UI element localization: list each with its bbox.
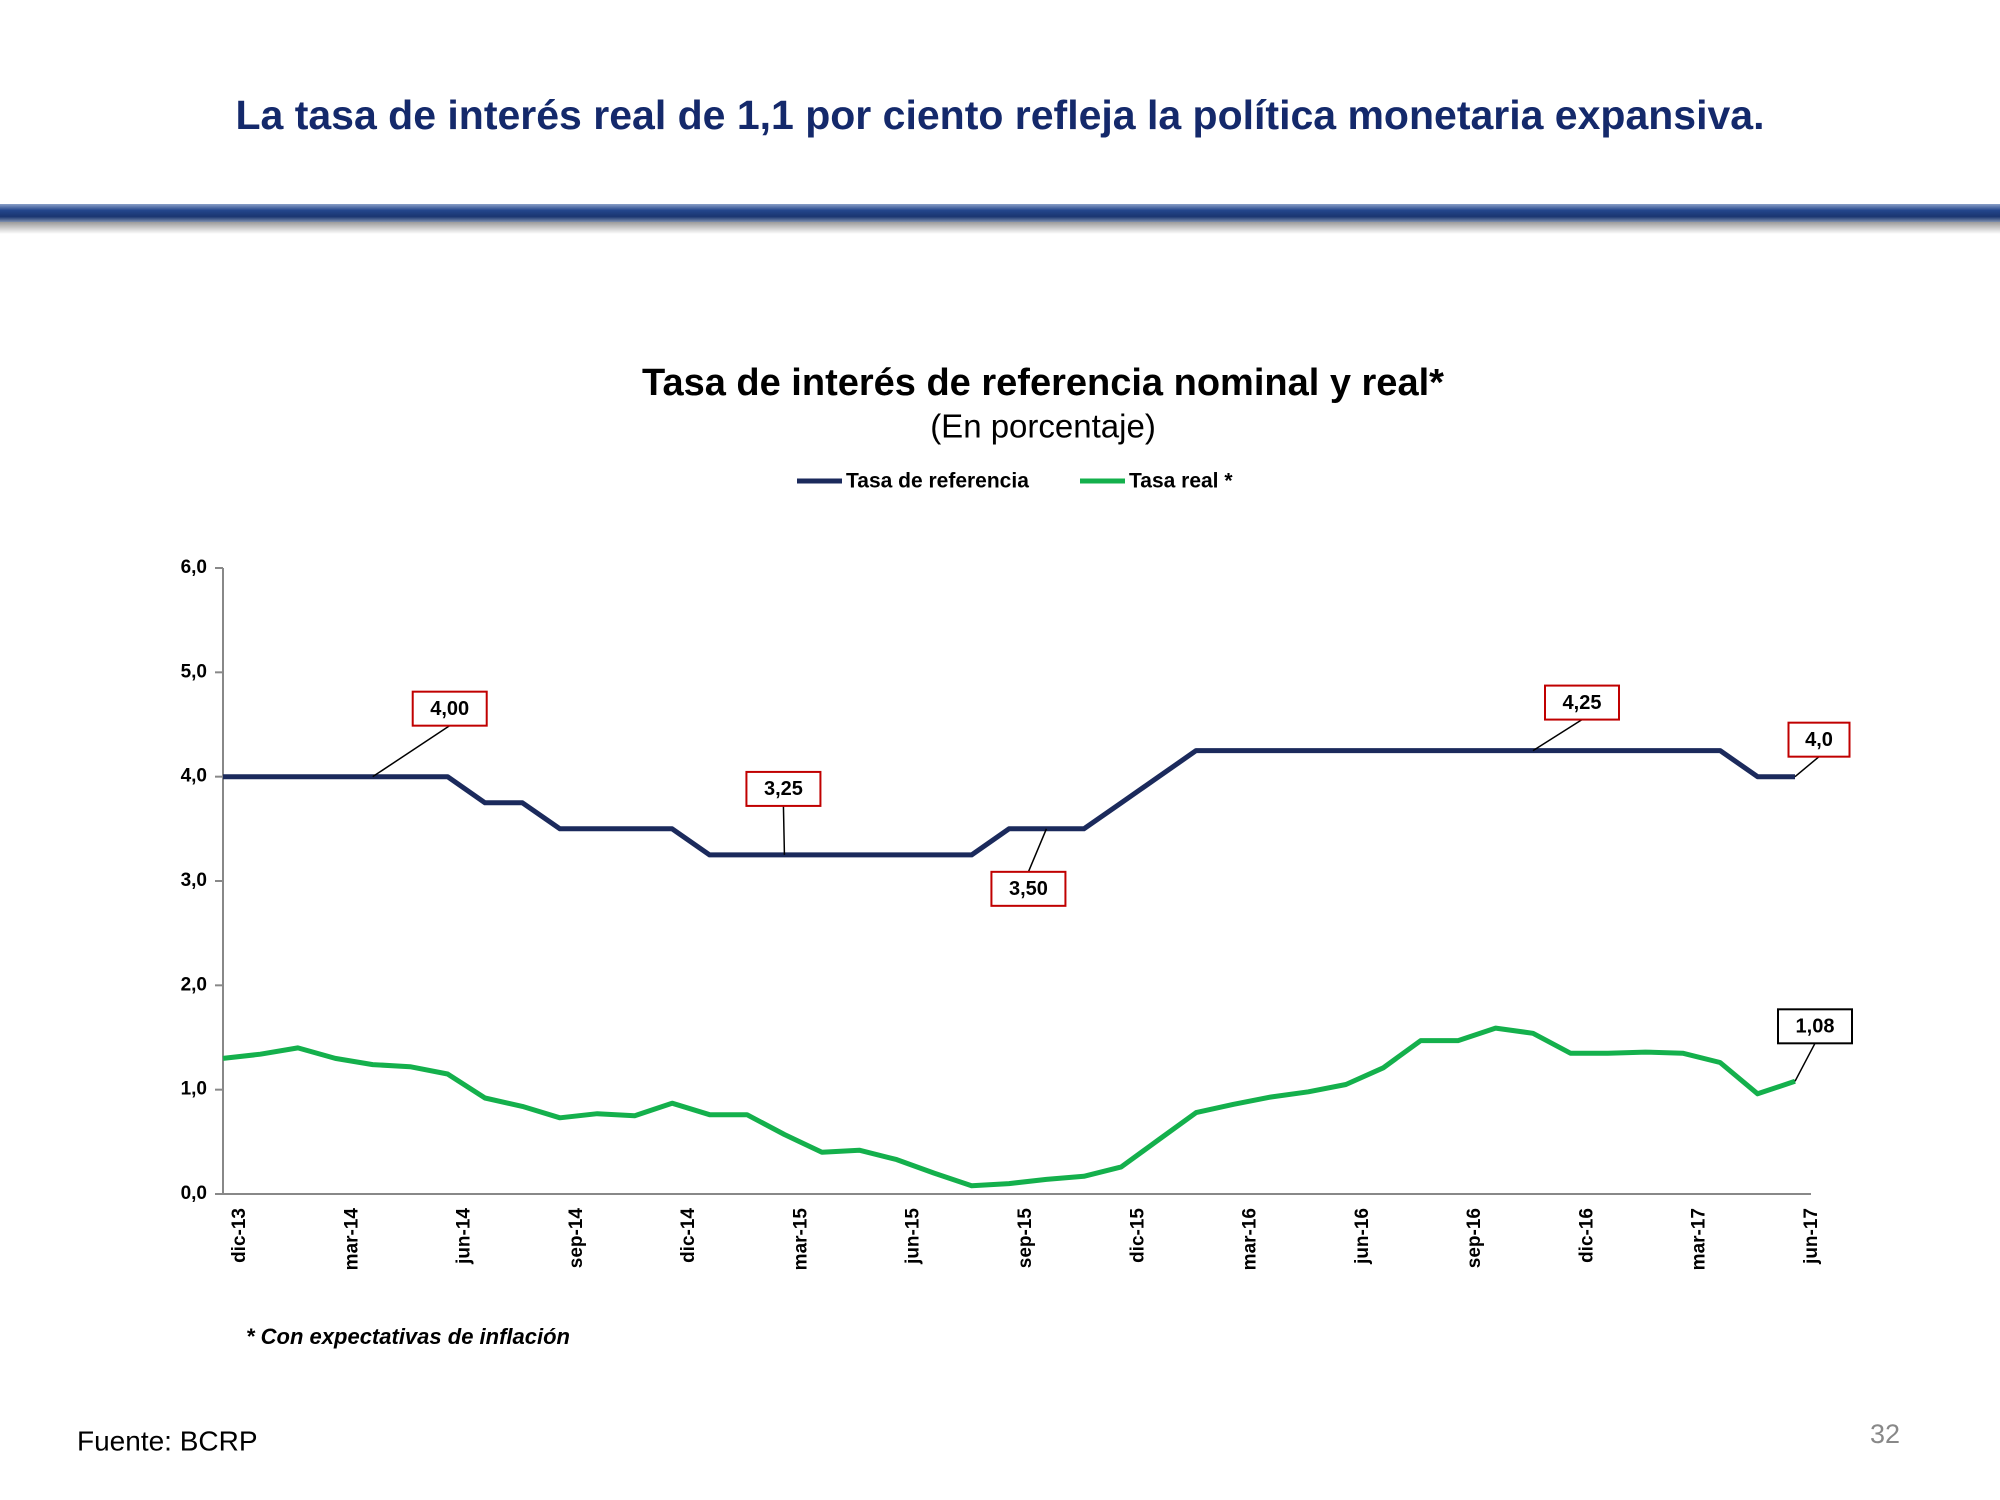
y-tick-label: 3,0 [181,870,207,891]
x-tick-label: dic-14 [678,1208,699,1263]
x-tick-label: sep-14 [566,1208,587,1269]
data-label: 4,25 [1563,692,1602,714]
callout-leader [1532,718,1583,752]
callout-box [1787,721,1851,758]
source: Fuente: BCRP [77,1425,258,1456]
callout-box [1544,684,1620,721]
callout-box [1777,1008,1853,1045]
y-tick-label: 5,0 [181,661,207,682]
x-tick-label: mar-16 [1240,1208,1261,1270]
series-line [222,1025,1796,1189]
callout-leader [1794,756,1820,778]
data-label: 4,0 [1805,729,1833,751]
data-label: 3,50 [1009,878,1048,900]
x-tick-label: mar-14 [341,1208,362,1271]
series-line [223,748,1795,858]
chart-subtitle: (En porcentaje) [930,408,1156,445]
callout-box [745,770,822,807]
page-number: 32 [1870,1419,1900,1449]
y-tick-label: 1,0 [181,1079,207,1100]
data-label: 4,00 [430,698,469,720]
callout-leader [372,725,451,778]
x-tick-label: dic-16 [1576,1208,1597,1263]
header-bar [0,204,2000,222]
x-tick-label: jun-15 [903,1208,924,1265]
x-tick-label: mar-17 [1689,1208,1710,1270]
slide-title: La tasa de interés real de 1,1 por cient… [235,92,1764,138]
x-tick-label: sep-16 [1464,1208,1485,1268]
data-label: 3,25 [764,778,803,800]
callout-box [411,690,488,727]
x-tick-label: jun-16 [1352,1208,1373,1265]
x-tick-label: dic-13 [229,1208,250,1263]
x-tick-label: jun-17 [1801,1208,1822,1265]
callout-leader [1027,828,1048,873]
chart-title: Tasa de interés de referencia nominal y … [642,362,1444,404]
footnote: * Con expectativas de inflación [246,1324,570,1349]
callout-box [990,870,1067,907]
legend-label: Tasa de referencia [846,470,1029,493]
callout-leader [1794,1042,1816,1082]
header-shadow [0,222,2000,234]
y-tick-label: 4,0 [181,766,207,787]
data-label: 1,08 [1796,1016,1835,1038]
x-tick-label: dic-15 [1127,1208,1148,1263]
legend-label: Tasa real * [1129,470,1233,493]
x-tick-label: mar-15 [790,1208,811,1271]
callout-leader [782,805,786,855]
x-tick-label: sep-15 [1015,1208,1036,1269]
y-tick-label: 0,0 [181,1183,207,1204]
y-tick-label: 2,0 [181,974,207,995]
x-tick-label: jun-14 [454,1208,475,1265]
y-tick-label: 6,0 [181,557,207,578]
